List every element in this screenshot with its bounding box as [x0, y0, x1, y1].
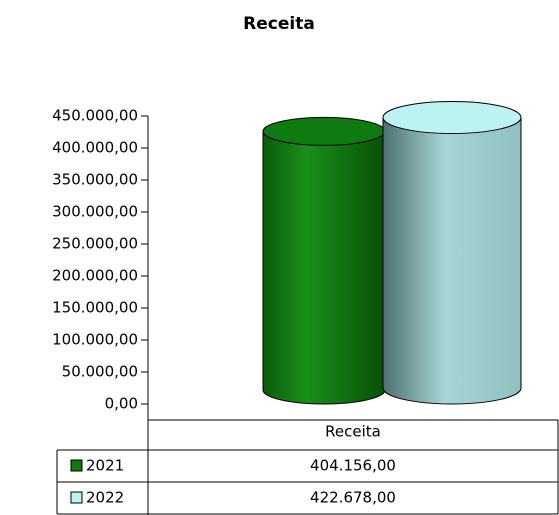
y-tick-label: 0,00: [105, 395, 138, 413]
cylinder-top: [262, 116, 386, 146]
value-label: 422.678,00: [310, 489, 396, 507]
y-tick-label: 100.000,00: [52, 331, 138, 349]
y-tick-label: 200.000,00: [52, 267, 138, 285]
y-tick-label: 150.000,00: [52, 299, 138, 317]
bar: [382, 100, 522, 405]
y-tick-label: 250.000,00: [52, 235, 138, 253]
cylinder-body: [382, 116, 522, 405]
bar: [262, 116, 386, 405]
legend-label: 2022: [86, 489, 124, 507]
y-tick-label: 50.000,00: [62, 363, 138, 381]
chart-title: Receita: [243, 14, 315, 34]
value-label: 404.156,00: [310, 457, 396, 475]
cylinder-top: [382, 100, 522, 134]
y-tick-label: 300.000,00: [52, 203, 138, 221]
y-tick-label: 400.000,00: [52, 139, 138, 157]
legend-label: 2021: [86, 457, 124, 475]
legend-key: [70, 491, 83, 504]
legend-key: [70, 459, 83, 472]
x-tick-label: Receita: [325, 423, 381, 441]
y-tick-label: 450.000,00: [52, 107, 138, 125]
y-tick-label: 350.000,00: [52, 171, 138, 189]
cylinder-body: [262, 130, 386, 405]
